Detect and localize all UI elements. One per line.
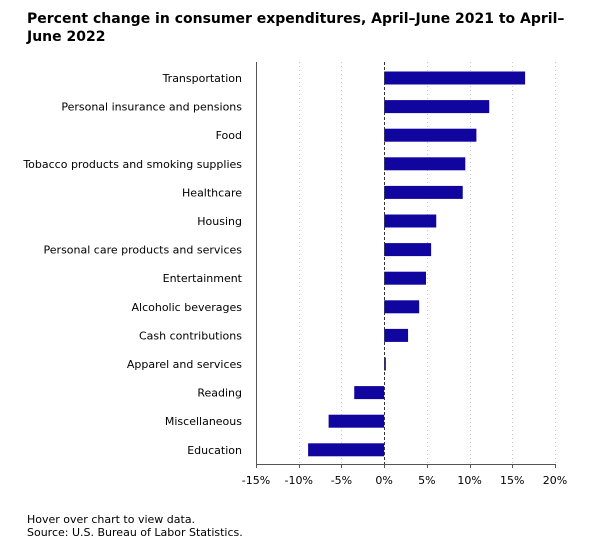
x-tick-label: -5% [331,474,352,487]
x-tick-label: -10% [285,474,313,487]
bar[interactable]: Personal care products and services: 5.5… [384,243,432,257]
bar[interactable]: Entertainment: 4.9% [384,271,427,285]
category-label: Miscellaneous [165,415,242,428]
bar[interactable]: Miscellaneous: -6.5% [328,414,385,428]
x-tick-label: -15% [242,474,270,487]
chart-title: Percent change in consumer expenditures,… [27,11,565,45]
category-label: Personal insurance and pensions [61,101,242,114]
x-tick-label: 10% [457,474,481,487]
bar[interactable]: Tobacco products and smoking supplies: 9… [384,157,466,171]
bar[interactable]: Transportation: 16.5% [384,71,526,85]
bar[interactable]: Education: -8.9% [308,443,385,457]
category-label: Alcoholic beverages [132,301,243,314]
bar[interactable]: Personal insurance and pensions: 12.3% [384,100,490,114]
bar-chart[interactable]: Transportation: 16.5% Personal insurance … [0,0,601,505]
bars[interactable]: Transportation: 16.5% Personal insurance … [308,71,526,457]
category-label: Housing [197,215,242,228]
bar[interactable]: Cash contributions: 2.8% [384,328,409,342]
category-label: Food [216,129,242,142]
category-label: Tobacco products and smoking supplies [22,158,242,171]
bar[interactable]: Reading: -3.5% [354,386,385,400]
x-tick-label: 0% [375,474,392,487]
bar[interactable]: Housing: 6.1% [384,214,437,228]
category-label: Education [187,444,242,457]
source-note: Source: U.S. Bureau of Labor Statistics. [27,526,243,539]
category-label: Transportation [162,72,242,85]
category-label: Cash contributions [139,329,242,342]
hover-note: Hover over chart to view data. [27,513,196,526]
x-tick-labels: -15% -10% -5% 0% 5% 10% 15% 20% [242,474,567,487]
bar[interactable]: Food: 10.8% [384,128,477,142]
x-tick-label: 20% [543,474,567,487]
x-tick-label: 15% [500,474,524,487]
bar[interactable]: Alcoholic beverages: 4.1% [384,300,420,314]
x-tick-label: 5% [418,474,435,487]
category-labels: Transportation Personal insurance and pen… [22,72,242,457]
category-label: Healthcare [182,186,242,199]
axes [256,62,556,468]
category-label: Personal care products and services [44,244,243,257]
category-label: Entertainment [163,272,243,285]
bar[interactable]: Healthcare: 9.2% [384,185,463,199]
category-label: Apparel and services [127,358,242,371]
category-label: Reading [197,387,242,400]
gridlines [299,62,556,464]
